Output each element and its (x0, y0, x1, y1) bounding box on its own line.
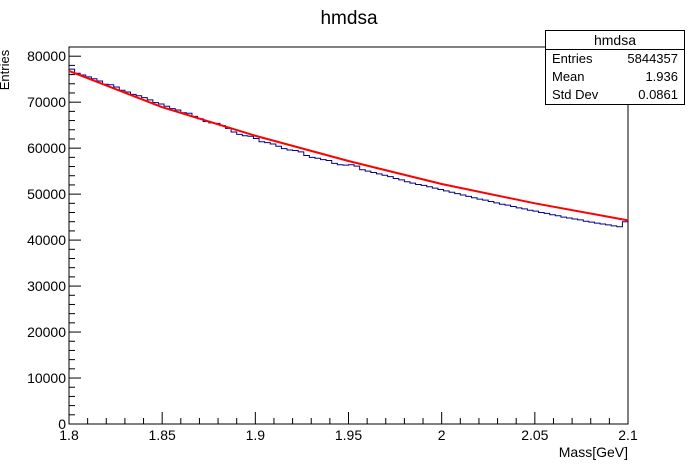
y-tick-label: 10000 (27, 370, 66, 386)
y-tick-label: 0 (58, 416, 66, 432)
y-tick-label: 60000 (27, 140, 66, 156)
x-tick-label: 1.9 (246, 427, 266, 443)
stats-title: hmdsa (546, 31, 684, 50)
histogram-series (69, 68, 628, 228)
stats-value: 0.0861 (638, 87, 678, 102)
x-tick-label: 1.85 (149, 427, 176, 443)
stats-label: Mean (552, 69, 585, 84)
stats-value: 1.936 (645, 69, 678, 84)
x-tick-label: 1.95 (335, 427, 362, 443)
stats-label: Std Dev (552, 87, 599, 102)
x-tick-label: 2.1 (618, 427, 638, 443)
y-tick-label: 70000 (27, 94, 66, 110)
y-tick-label: 50000 (27, 186, 66, 202)
x-tick-label: 2 (438, 427, 446, 443)
y-tick-label: 30000 (27, 278, 66, 294)
chart-title: hmdsa (320, 8, 377, 29)
fit-series (68, 69, 629, 222)
x-tick-label: 1.8 (59, 427, 79, 443)
y-tick-label: 40000 (27, 232, 66, 248)
stats-row-entries: Entries 5844357 (546, 50, 684, 68)
stats-label: Entries (552, 51, 593, 66)
x-tick-label: 2.05 (521, 427, 548, 443)
y-tick-label: 20000 (27, 324, 66, 340)
stats-row-stddev: Std Dev 0.0861 (546, 86, 684, 104)
stats-box: hmdsa Entries 5844357 Mean 1.936 Std Dev… (545, 30, 685, 105)
y-tick-label: 80000 (27, 48, 66, 64)
stats-row-mean: Mean 1.936 (546, 68, 684, 86)
x-axis-title: Mass[GeV] (559, 444, 628, 460)
y-axis-title: Entries (0, 49, 12, 90)
stats-value: 5844357 (627, 51, 678, 66)
